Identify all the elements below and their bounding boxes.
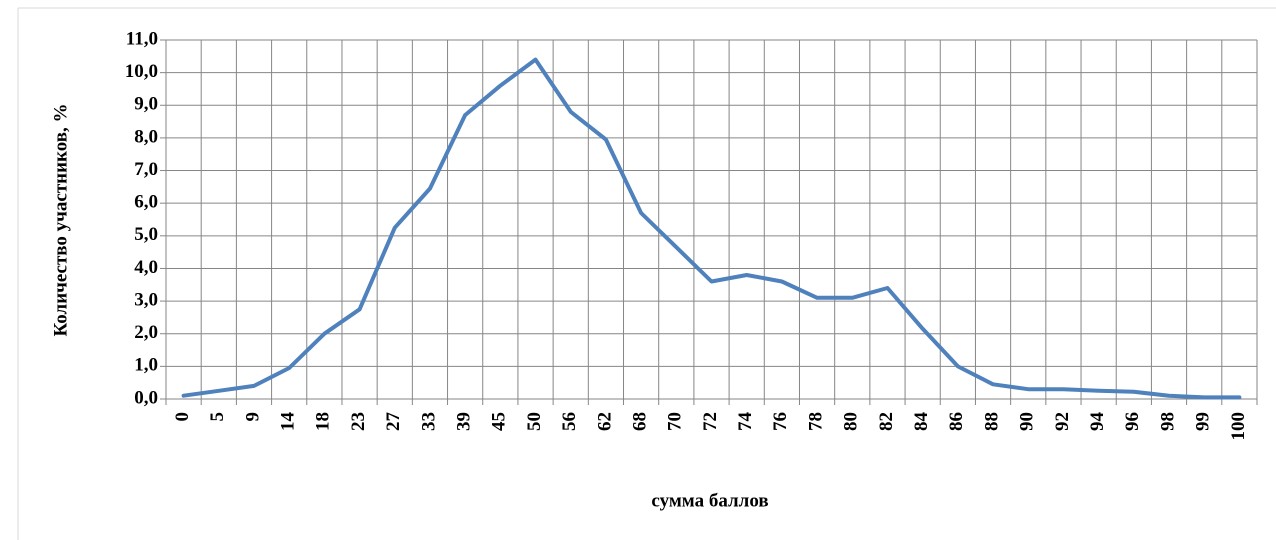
x-tick-label: 92 bbox=[1052, 412, 1073, 431]
x-tick-label: 80 bbox=[841, 412, 862, 431]
y-tick-label: 7,0 bbox=[134, 159, 158, 180]
x-tick-label: 50 bbox=[524, 412, 545, 431]
y-tick-label: 9,0 bbox=[134, 94, 158, 115]
x-tick-label: 96 bbox=[1122, 412, 1143, 431]
x-tick-label: 82 bbox=[876, 412, 897, 431]
marks bbox=[181, 57, 1242, 400]
x-tick-label: 5 bbox=[207, 412, 228, 422]
x-tick-label: 39 bbox=[454, 412, 475, 431]
x-tick-label: 62 bbox=[594, 412, 615, 431]
x-tick-label: 27 bbox=[383, 412, 404, 432]
x-tick-label: 86 bbox=[946, 412, 967, 431]
x-tick-label: 70 bbox=[665, 412, 686, 431]
y-tick-label: 10,0 bbox=[125, 61, 158, 82]
x-tick-label: 88 bbox=[981, 412, 1002, 431]
y-tick-label: 8,0 bbox=[134, 126, 158, 147]
x-tick-label: 72 bbox=[700, 412, 721, 431]
x-tick-label: 84 bbox=[911, 412, 932, 432]
x-tick-label: 74 bbox=[735, 412, 756, 432]
x-tick-label: 33 bbox=[418, 412, 439, 431]
y-tick-label: 2,0 bbox=[134, 322, 158, 343]
grid bbox=[160, 39, 1258, 405]
line-series bbox=[181, 57, 1242, 400]
x-tick-label: 100 bbox=[1228, 412, 1249, 441]
x-tick-label: 99 bbox=[1193, 412, 1214, 431]
y-tick-label: 11,0 bbox=[126, 28, 158, 49]
y-tick-label: 1,0 bbox=[134, 355, 158, 376]
x-tick-label: 0 bbox=[172, 412, 193, 422]
x-tick-label: 9 bbox=[242, 412, 263, 422]
x-tick-label: 68 bbox=[629, 412, 650, 431]
x-tick-label: 76 bbox=[770, 412, 791, 431]
x-tick-label: 18 bbox=[313, 412, 334, 431]
x-tick-label: 78 bbox=[805, 412, 826, 431]
y-tick-label: 4,0 bbox=[134, 257, 158, 278]
x-tick-label: 98 bbox=[1157, 412, 1178, 431]
x-tick-label: 90 bbox=[1017, 412, 1038, 431]
y-tick-label: 5,0 bbox=[134, 224, 158, 245]
y-tick-label: 6,0 bbox=[134, 192, 158, 213]
y-axis-title: Количество участников, % bbox=[50, 103, 71, 336]
x-tick-label: 94 bbox=[1087, 412, 1108, 432]
x-axis-title: сумма баллов bbox=[651, 490, 768, 511]
y-tick-label: 3,0 bbox=[134, 289, 158, 310]
x-tick-label: 56 bbox=[559, 412, 580, 431]
x-tick-label: 45 bbox=[489, 412, 510, 431]
y-tick-label: 0,0 bbox=[134, 387, 158, 408]
x-tick-label: 23 bbox=[348, 412, 369, 431]
x-tick-label: 14 bbox=[278, 412, 299, 432]
